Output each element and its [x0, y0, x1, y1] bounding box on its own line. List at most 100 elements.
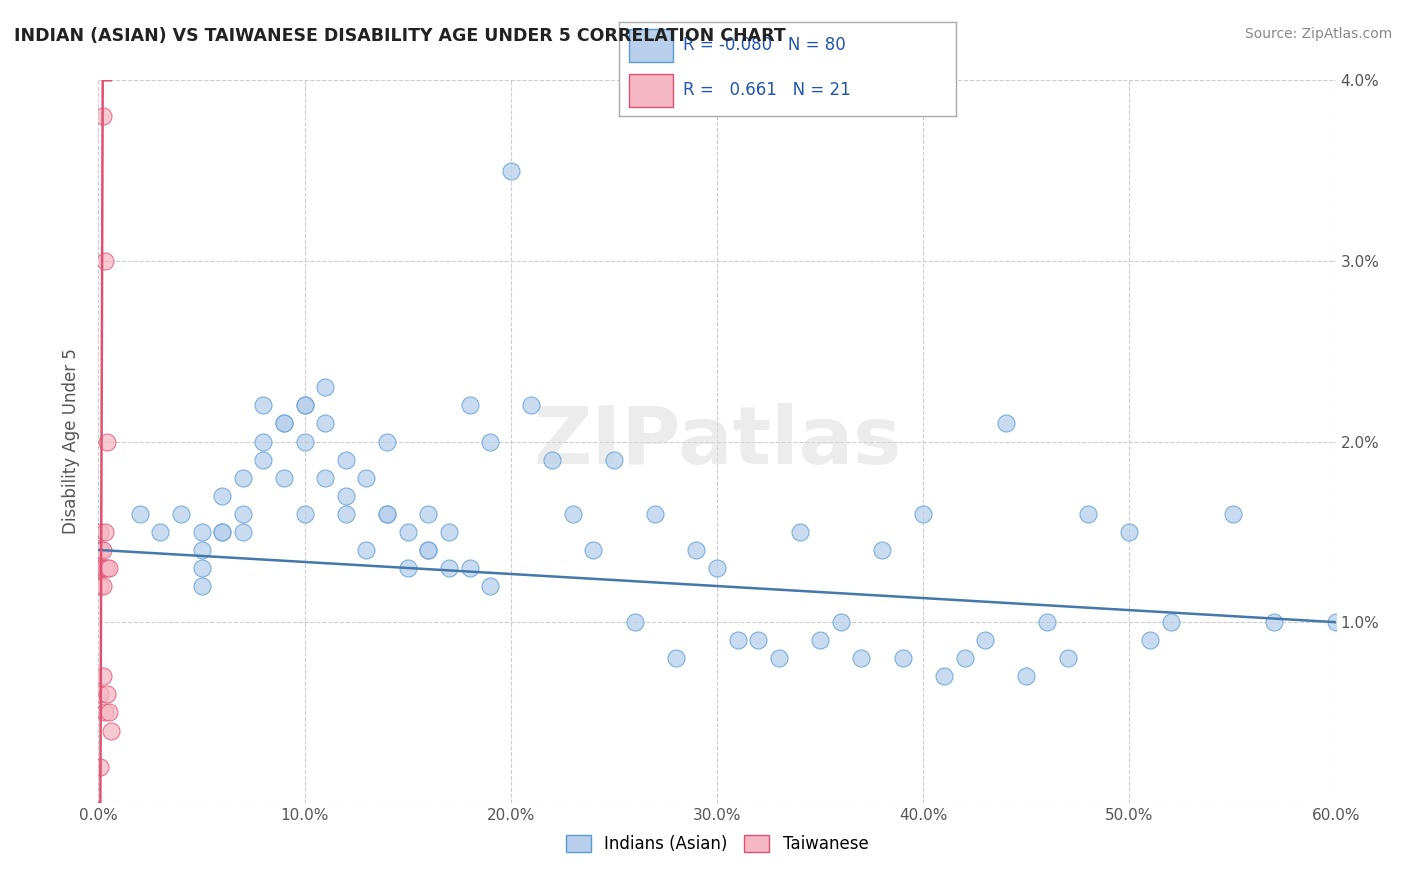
Point: [789, 524, 811, 539]
Point: [211, 524, 233, 539]
Point: [96, 434, 118, 449]
Point: [232, 471, 254, 485]
Point: [808, 633, 831, 648]
Point: [190, 561, 212, 575]
Point: [211, 489, 233, 503]
Point: [335, 507, 357, 521]
Point: [335, 489, 357, 503]
Point: [994, 417, 1017, 431]
Point: [232, 524, 254, 539]
Point: [89, 687, 111, 701]
Point: [768, 651, 790, 665]
Point: [91, 669, 114, 683]
Point: [89, 561, 111, 575]
Point: [685, 542, 707, 557]
Point: [418, 542, 440, 557]
Point: [932, 669, 955, 683]
Point: [190, 542, 212, 557]
Point: [93, 524, 115, 539]
Point: [190, 524, 212, 539]
Text: R = -0.080   N = 80: R = -0.080 N = 80: [683, 37, 845, 54]
Point: [1222, 507, 1244, 521]
Point: [314, 380, 336, 394]
Point: [314, 471, 336, 485]
Point: [541, 452, 564, 467]
Point: [727, 633, 749, 648]
Point: [89, 542, 111, 557]
Point: [458, 398, 481, 412]
Point: [356, 471, 378, 485]
Point: [623, 615, 645, 630]
Point: [1324, 615, 1347, 630]
Point: [1015, 669, 1038, 683]
Point: [870, 542, 893, 557]
Point: [479, 434, 502, 449]
Point: [375, 434, 398, 449]
Point: [93, 561, 115, 575]
Point: [418, 542, 440, 557]
Point: [128, 507, 150, 521]
Point: [974, 633, 997, 648]
Point: [96, 687, 118, 701]
Point: [912, 507, 935, 521]
Legend: Indians (Asian), Taiwanese: Indians (Asian), Taiwanese: [560, 828, 875, 860]
Point: [97, 706, 120, 720]
Point: [294, 398, 316, 412]
Point: [100, 723, 122, 738]
Point: [96, 561, 118, 575]
Point: [91, 561, 114, 575]
Point: [170, 507, 193, 521]
Point: [665, 651, 688, 665]
Point: [314, 417, 336, 431]
Point: [396, 524, 419, 539]
Point: [1077, 507, 1099, 521]
Point: [830, 615, 852, 630]
Point: [294, 434, 316, 449]
Point: [273, 417, 295, 431]
Point: [91, 109, 114, 123]
Point: [644, 507, 666, 521]
Point: [1263, 615, 1285, 630]
Text: Source: ZipAtlas.com: Source: ZipAtlas.com: [1244, 27, 1392, 41]
Point: [891, 651, 914, 665]
Text: R =   0.661   N = 21: R = 0.661 N = 21: [683, 81, 851, 99]
Text: ZIPatlas: ZIPatlas: [533, 402, 901, 481]
Point: [273, 471, 295, 485]
Point: [479, 579, 502, 593]
Point: [437, 524, 460, 539]
Point: [375, 507, 398, 521]
Point: [273, 417, 295, 431]
Point: [582, 542, 605, 557]
Point: [953, 651, 976, 665]
Point: [520, 398, 543, 412]
Point: [851, 651, 873, 665]
Point: [1160, 615, 1182, 630]
Point: [375, 507, 398, 521]
Bar: [628, 29, 672, 62]
Point: [93, 253, 115, 268]
Point: [706, 561, 728, 575]
Point: [294, 507, 316, 521]
Text: INDIAN (ASIAN) VS TAIWANESE DISABILITY AGE UNDER 5 CORRELATION CHART: INDIAN (ASIAN) VS TAIWANESE DISABILITY A…: [14, 27, 786, 45]
Point: [89, 760, 111, 774]
Point: [93, 706, 115, 720]
Point: [335, 452, 357, 467]
Point: [561, 507, 583, 521]
Point: [252, 452, 274, 467]
Point: [1139, 633, 1161, 648]
Point: [458, 561, 481, 575]
Point: [396, 561, 419, 575]
Point: [1118, 524, 1140, 539]
Point: [91, 579, 114, 593]
Point: [603, 452, 626, 467]
Point: [211, 524, 233, 539]
Point: [499, 163, 522, 178]
Point: [356, 542, 378, 557]
Point: [1056, 651, 1078, 665]
Point: [149, 524, 172, 539]
Point: [232, 507, 254, 521]
Bar: [628, 74, 672, 107]
Point: [418, 507, 440, 521]
Point: [89, 524, 111, 539]
Point: [89, 579, 111, 593]
